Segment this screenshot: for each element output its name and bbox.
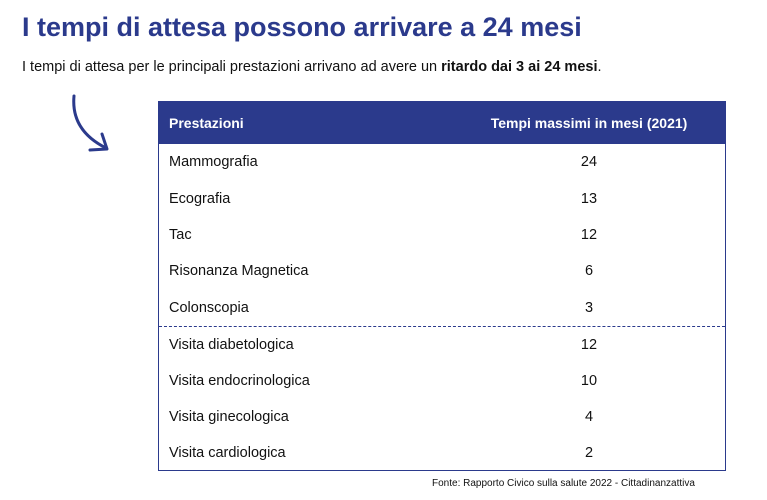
- table: Prestazioni Tempi massimi in mesi (2021)…: [158, 101, 726, 471]
- subtitle-end: .: [597, 59, 602, 75]
- months-cell: 24: [580, 154, 598, 171]
- table-row: Mammografia 24: [159, 144, 725, 180]
- months-cell: 2: [584, 445, 594, 462]
- service-cell: Visita cardiologica: [169, 445, 286, 462]
- table-row: Visita endocrinologica 10: [159, 362, 725, 398]
- subtitle: I tempi di attesa per le principali pres…: [22, 59, 602, 75]
- table-row: Visita cardiologica 2: [159, 435, 725, 471]
- column-header: Prestazioni: [169, 114, 244, 131]
- column-header: Tempi massimi in mesi (2021): [490, 114, 688, 131]
- months-cell: 3: [584, 299, 594, 316]
- service-cell: Risonanza Magnetica: [169, 263, 309, 280]
- service-cell: Visita endocrinologica: [169, 372, 310, 389]
- table-row: Risonanza Magnetica 6: [159, 253, 725, 289]
- months-cell: 10: [580, 372, 598, 389]
- table-header: Prestazioni Tempi massimi in mesi (2021): [159, 101, 725, 144]
- subtitle-text: I tempi di attesa per le principali pres…: [22, 59, 442, 75]
- service-cell: Visita ginecologica: [169, 408, 289, 425]
- months-cell: 12: [580, 336, 598, 353]
- months-cell: 12: [580, 226, 598, 243]
- service-cell: Colonscopia: [169, 299, 249, 316]
- table-row: Tac 12: [159, 217, 725, 253]
- months-cell: 6: [584, 263, 594, 280]
- service-cell: Tac: [169, 226, 192, 243]
- source: Fonte: Rapporto Civico sulla salute 2022…: [432, 478, 695, 489]
- arrow-icon: [72, 94, 109, 152]
- table-row: Ecografia 13: [159, 180, 725, 216]
- title: I tempi di attesa possono arrivare a 24 …: [22, 12, 582, 42]
- service-cell: Visita diabetologica: [169, 336, 294, 353]
- table-body: Mammografia 24 Ecografia 13 Tac 12 Risonanza M…: [159, 144, 725, 472]
- table-row: Visita diabetologica 12: [159, 325, 725, 362]
- table-row: Visita ginecologica 4: [159, 399, 725, 435]
- subtitle-bold: ritardo dai 3 ai 24 mesi: [441, 59, 598, 75]
- service-cell: Ecografia: [169, 190, 231, 207]
- table-row: Colonscopia 3: [159, 290, 725, 326]
- service-cell: Mammografia: [169, 154, 258, 171]
- months-cell: 13: [580, 190, 598, 207]
- months-cell: 4: [584, 408, 594, 425]
